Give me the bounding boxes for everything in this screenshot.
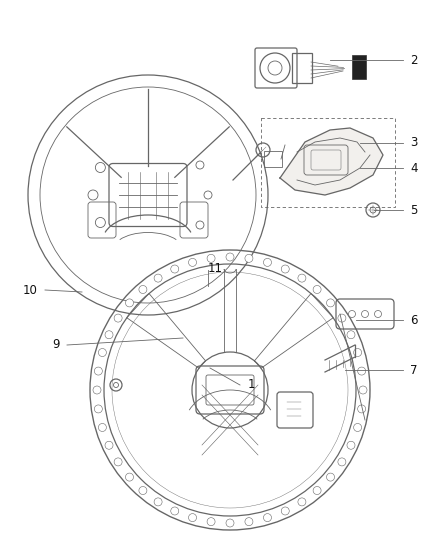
Circle shape [125,299,134,307]
Circle shape [353,424,362,432]
Circle shape [188,514,197,522]
Circle shape [93,386,101,394]
Text: 4: 4 [410,161,417,174]
Circle shape [114,458,122,466]
Circle shape [349,311,356,318]
Circle shape [326,299,335,307]
Text: 9: 9 [53,338,60,351]
Circle shape [338,458,346,466]
Circle shape [171,265,179,273]
Circle shape [353,349,362,357]
Circle shape [298,498,306,506]
Circle shape [298,274,306,282]
Circle shape [99,349,106,357]
Circle shape [347,331,355,339]
Circle shape [139,286,147,294]
Circle shape [94,367,102,375]
Circle shape [207,254,215,262]
Circle shape [154,498,162,506]
Text: 1: 1 [248,378,255,392]
Circle shape [358,367,366,375]
Circle shape [105,441,113,449]
Circle shape [374,311,381,318]
Circle shape [281,507,289,515]
Circle shape [207,518,215,526]
Circle shape [359,386,367,394]
Text: 2: 2 [410,53,417,67]
Circle shape [264,514,272,522]
Circle shape [171,507,179,515]
Circle shape [313,487,321,495]
Text: 7: 7 [410,364,417,376]
Polygon shape [280,128,383,195]
Circle shape [281,265,289,273]
Circle shape [245,518,253,526]
FancyBboxPatch shape [352,55,366,79]
Circle shape [361,311,368,318]
Circle shape [347,441,355,449]
Circle shape [264,259,272,266]
Text: 11: 11 [208,262,223,274]
Circle shape [125,473,134,481]
Circle shape [99,424,106,432]
Circle shape [358,405,366,413]
Text: 10: 10 [23,284,38,296]
Circle shape [226,519,234,527]
Circle shape [188,259,197,266]
Circle shape [313,286,321,294]
Circle shape [326,473,335,481]
Circle shape [226,253,234,261]
Circle shape [105,331,113,339]
Circle shape [139,487,147,495]
Text: 6: 6 [410,313,417,327]
Text: 3: 3 [410,136,417,149]
Circle shape [94,405,102,413]
Circle shape [245,254,253,262]
Circle shape [114,314,122,322]
Text: 5: 5 [410,204,417,216]
Circle shape [154,274,162,282]
Circle shape [338,314,346,322]
